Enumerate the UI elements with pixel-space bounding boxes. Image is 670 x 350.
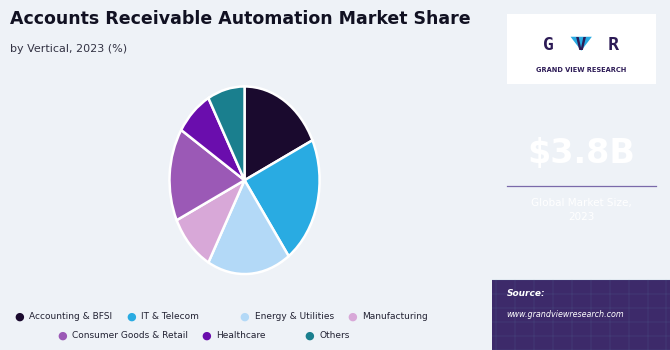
Text: ●: ●	[57, 330, 67, 340]
Text: ●: ●	[201, 330, 211, 340]
Text: ●: ●	[347, 312, 357, 322]
Text: Manufacturing: Manufacturing	[362, 312, 427, 321]
Wedge shape	[177, 180, 245, 262]
Text: ●: ●	[240, 312, 250, 322]
Text: Others: Others	[320, 331, 350, 340]
Text: IT & Telecom: IT & Telecom	[141, 312, 198, 321]
FancyBboxPatch shape	[507, 14, 656, 84]
Text: Energy & Utilities: Energy & Utilities	[255, 312, 334, 321]
Text: by Vertical, 2023 (%): by Vertical, 2023 (%)	[10, 44, 127, 54]
Polygon shape	[571, 37, 592, 51]
Text: Accounting & BFSI: Accounting & BFSI	[29, 312, 113, 321]
Text: GRAND VIEW RESEARCH: GRAND VIEW RESEARCH	[536, 67, 626, 73]
Text: www.grandviewresearch.com: www.grandviewresearch.com	[507, 310, 624, 319]
Text: $3.8B: $3.8B	[527, 138, 635, 170]
Text: Healthcare: Healthcare	[216, 331, 265, 340]
Wedge shape	[208, 180, 289, 274]
Text: Global Market Size,
2023: Global Market Size, 2023	[531, 198, 632, 222]
Text: Consumer Goods & Retail: Consumer Goods & Retail	[72, 331, 188, 340]
Text: Accounts Receivable Automation Market Share: Accounts Receivable Automation Market Sh…	[10, 10, 470, 28]
Wedge shape	[245, 86, 312, 180]
Text: ●: ●	[126, 312, 136, 322]
Wedge shape	[245, 140, 320, 256]
Text: G  V  R: G V R	[543, 36, 619, 55]
Wedge shape	[208, 86, 245, 180]
Text: ●: ●	[15, 312, 25, 322]
Text: ●: ●	[305, 330, 315, 340]
Wedge shape	[170, 130, 245, 220]
Wedge shape	[181, 98, 245, 180]
Text: Source:: Source:	[507, 289, 545, 298]
